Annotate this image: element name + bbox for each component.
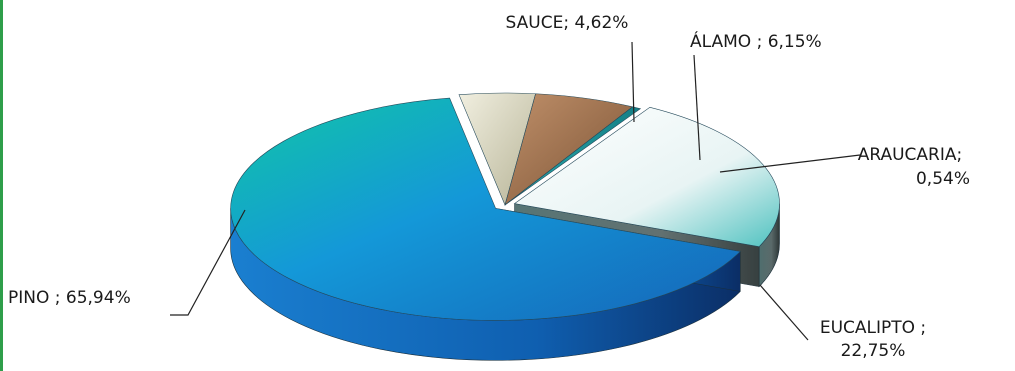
label-alamo: ÁLAMO ; 6,15% (690, 30, 822, 161)
data-label-eucalipto: EUCALIPTO ; (820, 318, 926, 338)
leader-line-sauce (631, 41, 635, 123)
data-label-araucaria: ARAUCARIA; (858, 145, 963, 165)
frame-border (0, 0, 3, 371)
data-label-araucaria: 0,54% (916, 169, 970, 189)
slice-pino (230, 97, 741, 361)
slice-top-pino (230, 97, 741, 321)
label-pino: PINO ; 65,94% (8, 209, 246, 316)
slice-top-araucaria (504, 106, 642, 206)
data-label-pino: PINO ; 65,94% (8, 288, 131, 308)
slice-top-eucalipto (513, 106, 780, 247)
slice-araucaria (504, 106, 642, 206)
label-araucaria: ARAUCARIA; 0,54% (719, 145, 970, 189)
data-label-eucalipto: 22,75% (841, 341, 906, 361)
leader-line-eucalipto (759, 284, 809, 341)
leader-line-araucaria (719, 154, 861, 173)
label-eucalipto: EUCALIPTO ; 22,75% (759, 284, 926, 361)
leader-line-alamo (693, 54, 701, 161)
data-label-alamo: ÁLAMO ; 6,15% (690, 30, 822, 52)
leader-line-pino (170, 209, 246, 316)
data-label-sauce: SAUCE; 4,62% (506, 13, 629, 33)
label-sauce: SAUCE; 4,62% (506, 13, 635, 123)
